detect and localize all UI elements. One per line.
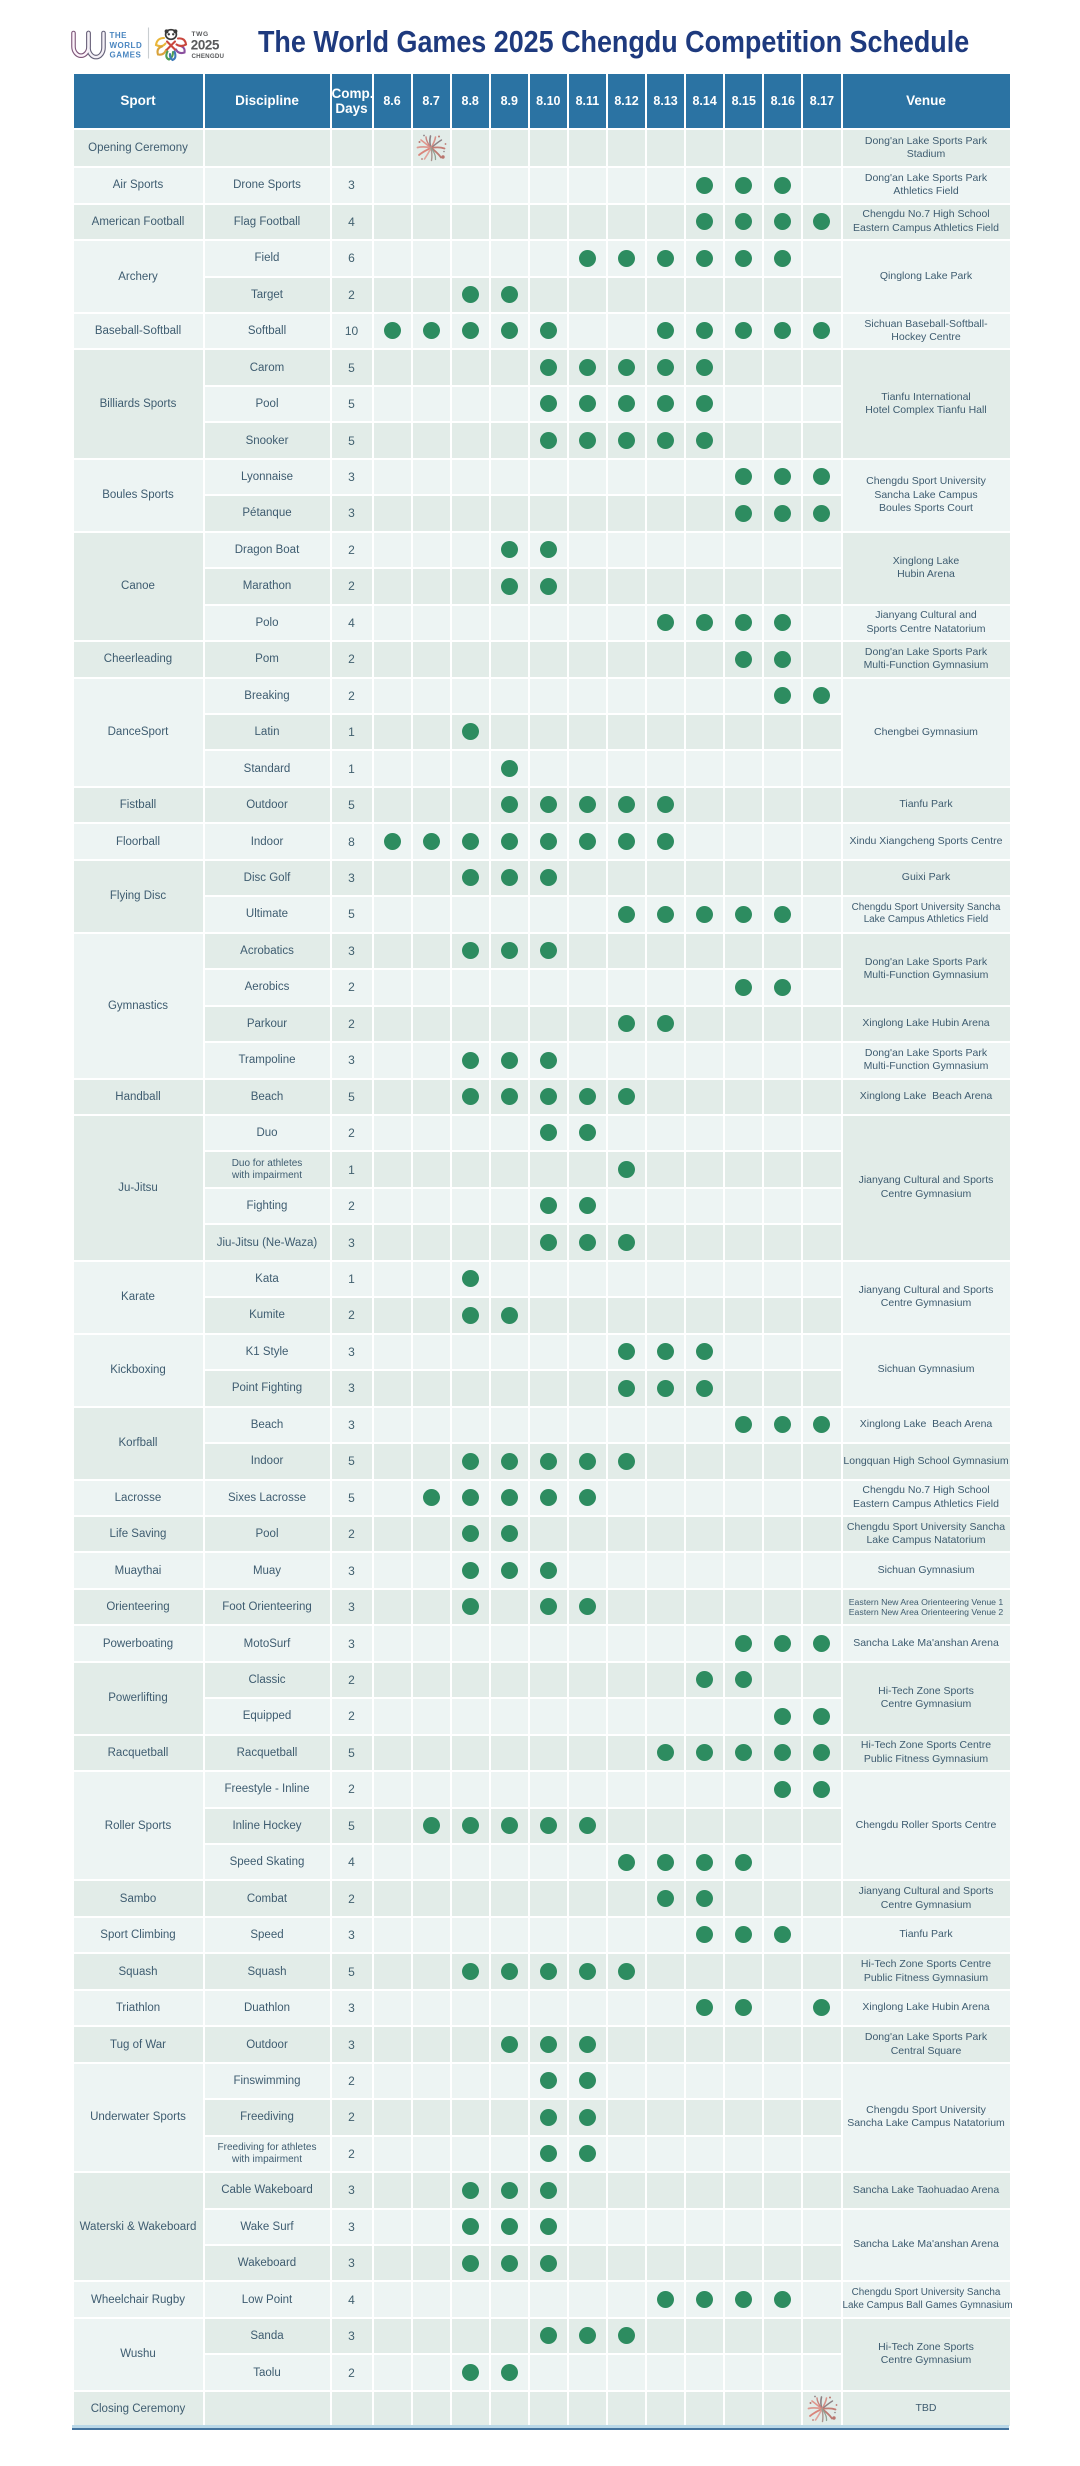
svg-text:WORLD: WORLD bbox=[110, 41, 143, 50]
svg-text:TWG: TWG bbox=[192, 31, 209, 38]
svg-text:2025: 2025 bbox=[191, 38, 220, 53]
svg-text:THE: THE bbox=[110, 31, 128, 40]
svg-text:GAMES: GAMES bbox=[110, 50, 142, 59]
svg-text:CHENGDU: CHENGDU bbox=[192, 53, 225, 60]
